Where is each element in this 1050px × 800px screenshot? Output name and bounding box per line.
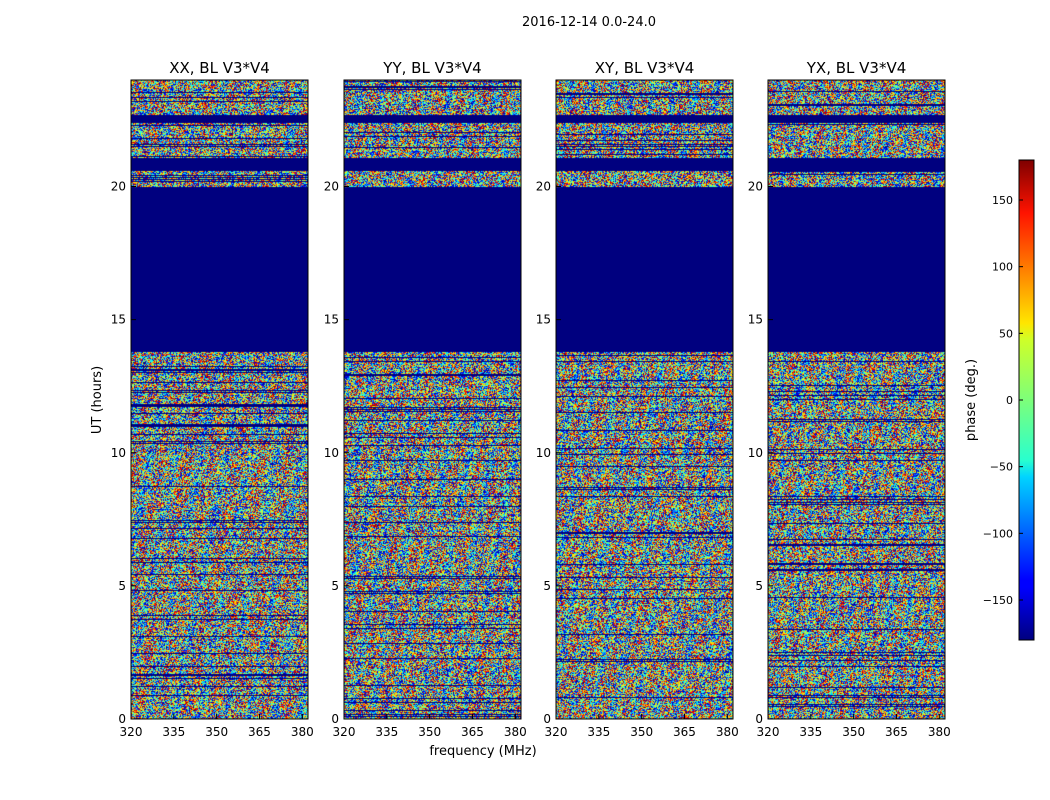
panel-1: YY, BL V3*V4 320 335 350 365 380 0 5 10 15 20	[324, 59, 527, 739]
heatmap-image	[131, 80, 308, 719]
panel-title: YX, BL V3*V4	[806, 59, 907, 77]
y-tick-label: 20	[536, 180, 551, 194]
panel-title: XY, BL V3*V4	[595, 59, 695, 77]
y-tick-label: 15	[536, 313, 551, 327]
y-tick-label: 5	[118, 579, 126, 593]
x-tick-label: 365	[461, 725, 484, 739]
heatmap-image	[344, 80, 521, 719]
colorbar-tick-label: −150	[983, 594, 1013, 607]
plot-frame	[130, 79, 309, 720]
x-tick-label: 350	[205, 725, 228, 739]
y-tick-label: 0	[755, 712, 763, 726]
y-tick-label: 10	[536, 446, 551, 460]
colorbar-tick-label: −100	[983, 527, 1013, 540]
x-tick-label: 350	[418, 725, 441, 739]
colorbar-tick-label: 100	[992, 261, 1013, 274]
x-tick-label: 380	[504, 725, 527, 739]
x-tick-label: 335	[799, 725, 822, 739]
y-tick-label: 10	[111, 446, 126, 460]
y-tick-label: 5	[543, 579, 551, 593]
colorbar-tick-label: 150	[992, 194, 1013, 207]
panel-3: YX, BL V3*V4 320 335 350 365 380 0 5 10 15 20	[748, 59, 951, 739]
y-tick-label: 10	[324, 446, 339, 460]
y-tick-label: 0	[118, 712, 126, 726]
y-tick-label: 5	[331, 579, 339, 593]
panel-title: XX, BL V3*V4	[169, 59, 270, 77]
y-tick-label: 5	[755, 579, 763, 593]
x-tick-label: 335	[587, 725, 610, 739]
panel-0: XX, BL V3*V4 320 335 350 365 380 0 5 10 15 20	[111, 59, 314, 739]
x-tick-label: 380	[716, 725, 739, 739]
y-tick-label: 20	[111, 180, 126, 194]
x-tick-label: 320	[333, 725, 356, 739]
colorbar-tick-label: 0	[1006, 394, 1013, 407]
panel-title: YY, BL V3*V4	[382, 59, 481, 77]
x-axis-label: frequency (MHz)	[429, 744, 536, 759]
x-tick-label: 365	[673, 725, 696, 739]
x-tick-label: 335	[375, 725, 398, 739]
x-tick-label: 350	[842, 725, 865, 739]
y-axis-label: UT (hours)	[90, 366, 105, 434]
plot-frame	[343, 79, 522, 720]
x-tick-label: 380	[928, 725, 951, 739]
y-tick-label: 0	[331, 712, 339, 726]
x-tick-label: 365	[248, 725, 271, 739]
x-tick-label: 320	[120, 725, 143, 739]
y-tick-label: 15	[748, 313, 763, 327]
panel-2: XY, BL V3*V4 320 335 350 365 380 0 5 10 15 20	[536, 59, 739, 739]
x-tick-label: 380	[291, 725, 314, 739]
y-tick-label: 15	[324, 313, 339, 327]
plot-frame	[767, 79, 946, 720]
y-tick-label: 0	[543, 712, 551, 726]
y-tick-label: 15	[111, 313, 126, 327]
figure-suptitle: 2016-12-14 0.0-24.0	[522, 15, 656, 30]
x-tick-label: 365	[885, 725, 908, 739]
y-tick-label: 20	[324, 180, 339, 194]
colorbar-tick-label: −50	[990, 461, 1013, 474]
y-tick-label: 20	[748, 180, 763, 194]
colorbar-tick-label: 50	[999, 327, 1013, 340]
heatmap-image	[556, 80, 733, 719]
heatmap-image	[768, 80, 945, 719]
x-tick-label: 335	[162, 725, 185, 739]
y-tick-label: 10	[748, 446, 763, 460]
plot-frame	[555, 79, 734, 720]
x-tick-label: 320	[545, 725, 568, 739]
x-tick-label: 350	[630, 725, 653, 739]
colorbar-label: phase (deg.)	[964, 359, 979, 441]
colorbar-ticks: 150 100 50 0 −50 −100 −150	[983, 194, 1023, 607]
x-tick-label: 320	[757, 725, 780, 739]
